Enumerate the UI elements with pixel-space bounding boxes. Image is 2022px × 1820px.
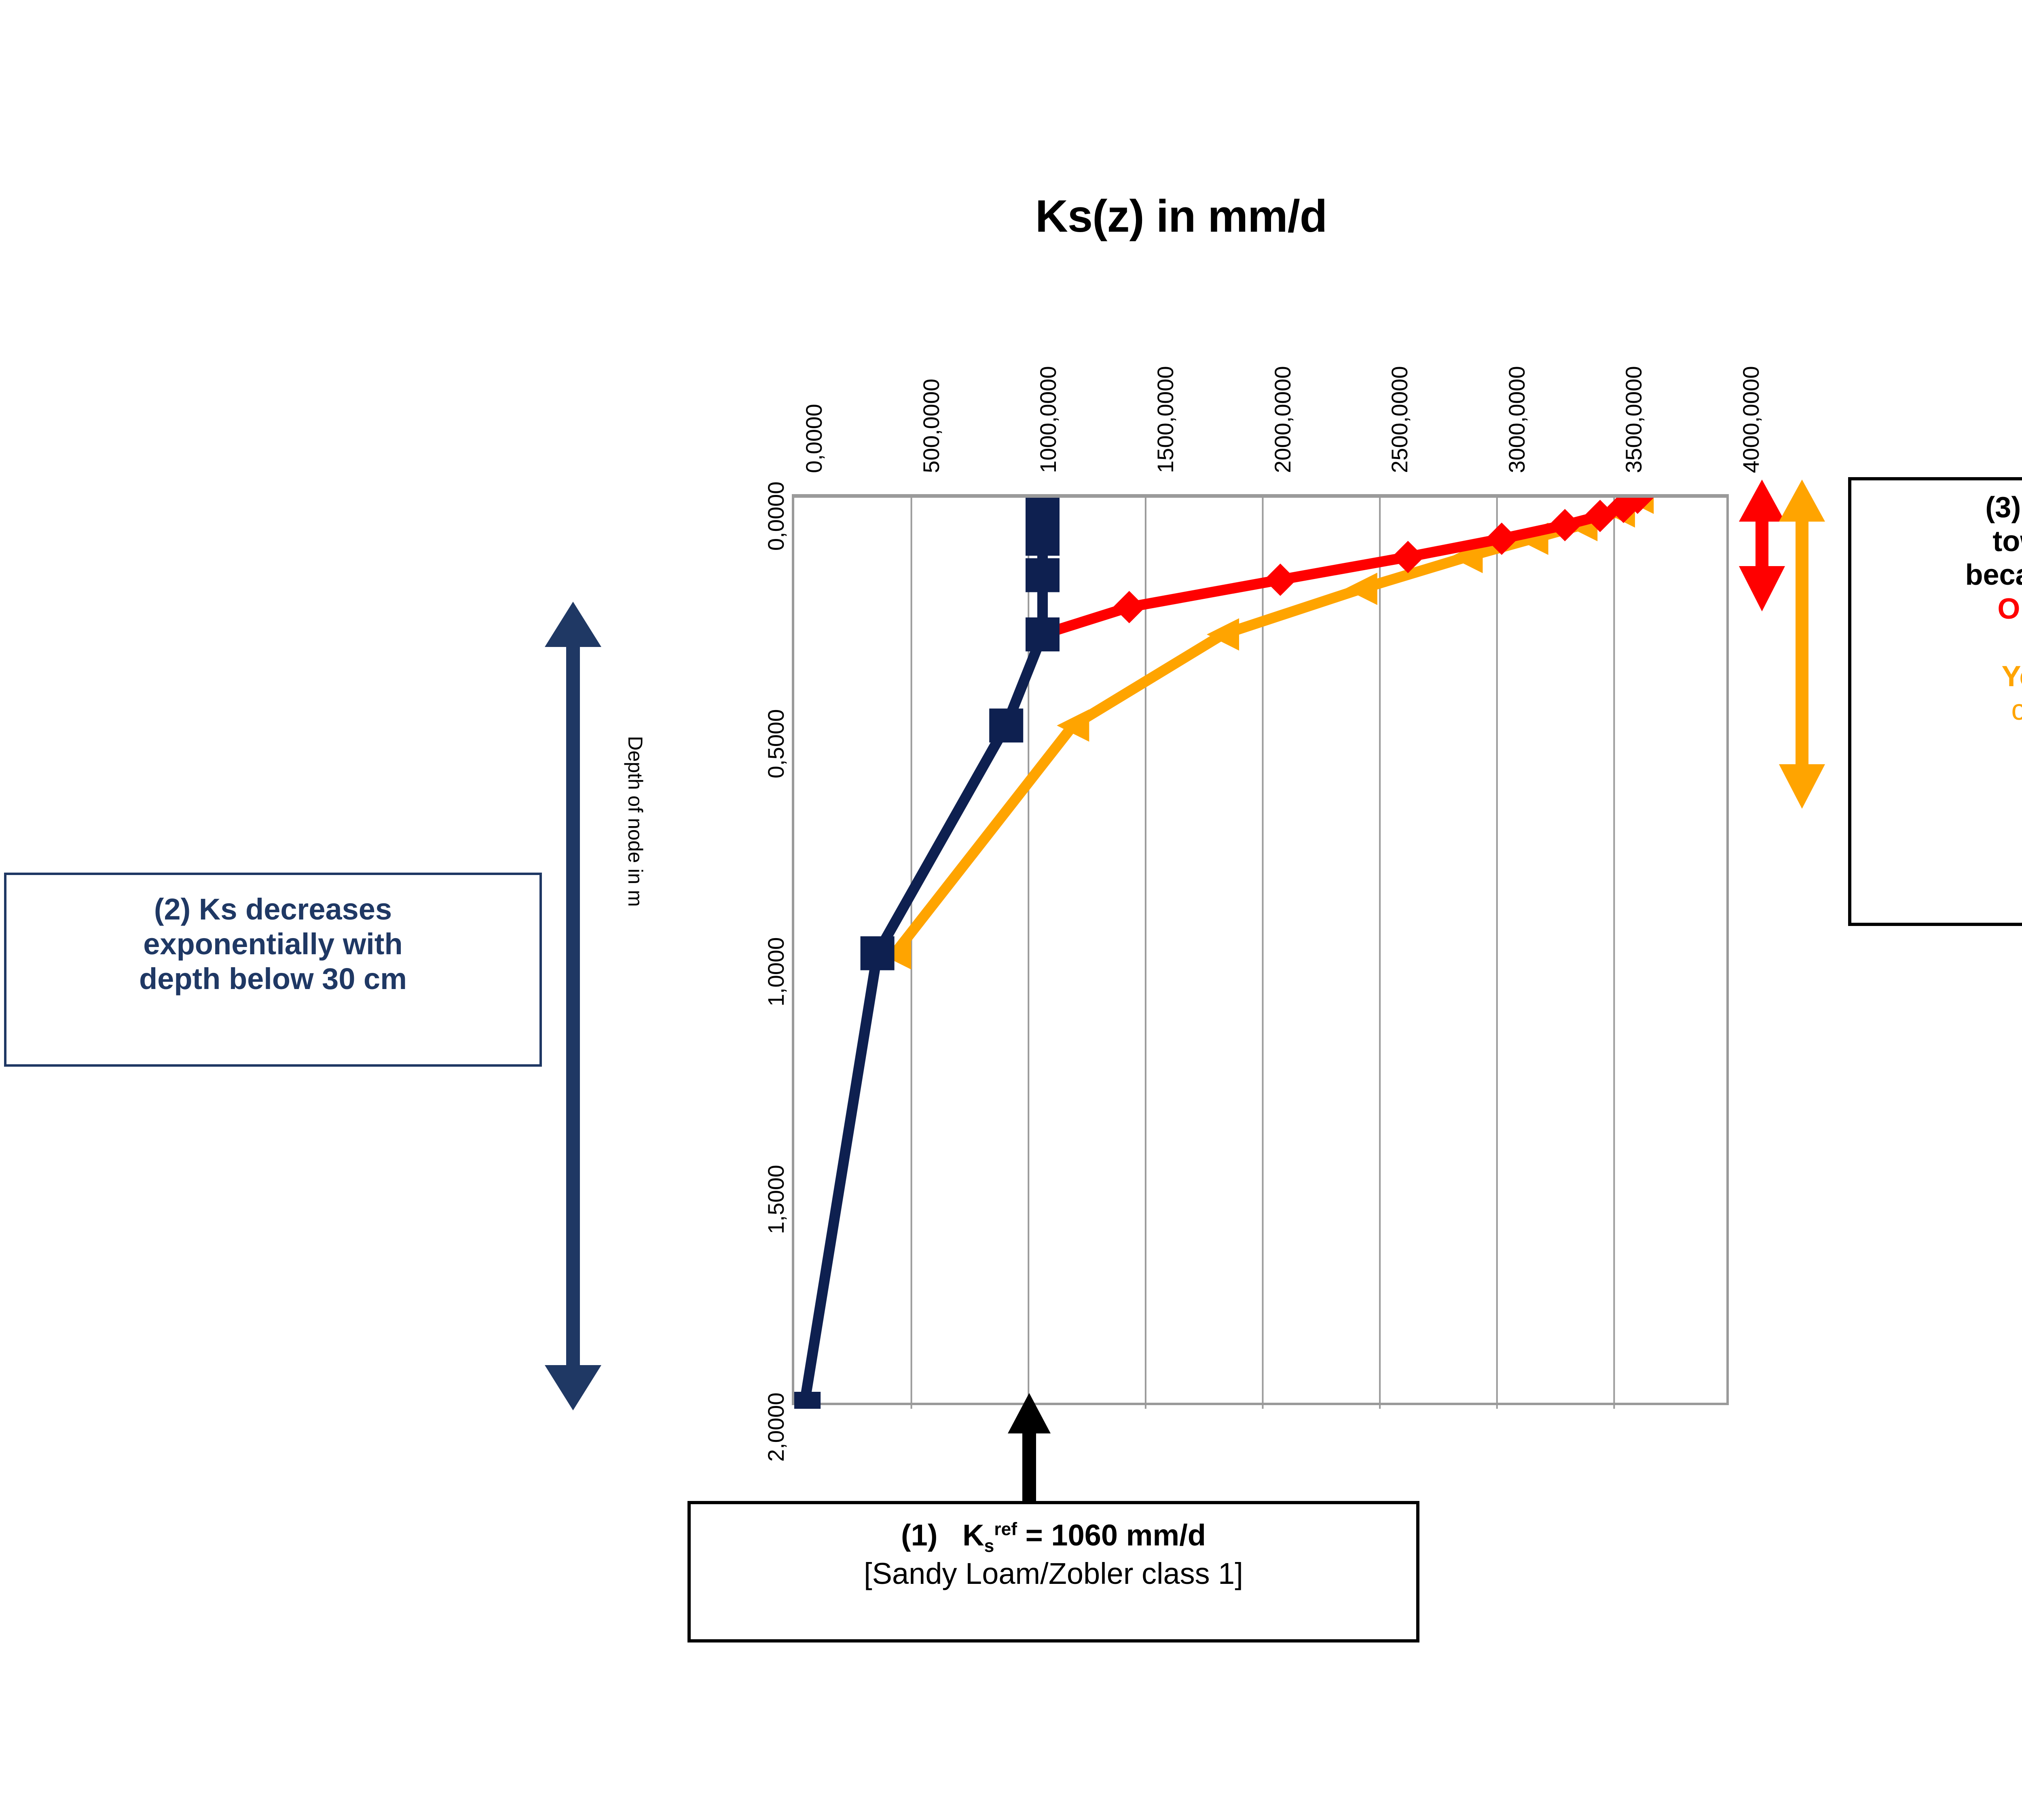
data-point-marker (1026, 558, 1060, 592)
callout-2-line-3: depth below 30 cm (139, 962, 407, 996)
plot-canvas (794, 498, 1654, 1409)
callout-3-grass-label: Orange: grass PFT, (1997, 592, 2022, 625)
y-axis-tick-label: 0,0000 (763, 481, 789, 551)
y-axis-tick-label: 1,0000 (763, 937, 789, 1006)
series-line (798, 498, 1048, 1409)
callout-1-index: (1) (901, 1518, 938, 1552)
ksref-pointer-arrow (1008, 1393, 1051, 1504)
callout-1-line-2: [Sandy Loam/Zobler class 1] (864, 1557, 1243, 1591)
x-axis-tick-label: 0,0000 (801, 404, 827, 473)
data-point-marker (1584, 500, 1616, 533)
x-axis-tick-label: 3000,0000 (1504, 366, 1529, 473)
grass-bioturbation-arrow (1739, 480, 1785, 611)
data-point-marker (989, 708, 1024, 743)
callout-3-forest-label: Yellow: forest PFT, (2001, 660, 2022, 693)
data-point-marker (1264, 563, 1297, 596)
data-point-marker (1548, 509, 1581, 541)
callout-2-line-1: (2) Ks decreases (154, 892, 392, 926)
x-axis-tick-label: 2000,0000 (1269, 366, 1295, 473)
callout-3-bioturbation: (3) Ks also increases towards the surfac… (1848, 477, 2022, 926)
x-axis-tick-label: 1000,0000 (1035, 366, 1061, 473)
x-axis-tick-label: 3500,0000 (1621, 366, 1647, 473)
callout-1-ksref: (1) Ksref = 1060 mm/d [Sandy Loam/Zobler… (687, 1501, 1419, 1642)
plot-area (792, 494, 1729, 1409)
y-axis-tick-label: 1,5000 (763, 1165, 789, 1234)
callout-1-value: = 1060 mm/d (1025, 1518, 1206, 1552)
data-point-marker (1485, 522, 1518, 555)
callout-3-line-1: (3) Ks also increases (1985, 491, 2022, 524)
callout-2-line-2: exponentially with (143, 927, 403, 961)
forest-bioturbation-arrow (1779, 480, 1825, 809)
callout-1-symbol: K (962, 1518, 984, 1552)
callout-1-line-1: (1) Ksref = 1060 mm/d (691, 1518, 1416, 1556)
x-axis-tick-label: 1500,0000 (1152, 366, 1178, 473)
callout-3-line-3: because of bioturbation (1965, 559, 2022, 592)
callout-1-subscript: s (984, 1536, 994, 1556)
data-point-marker (1207, 618, 1239, 651)
x-axis-tick-label: 4000,0000 (1738, 366, 1764, 473)
depth-range-arrow (545, 602, 601, 1410)
chart-title: Ks(z) in mm/d (1035, 191, 1327, 241)
callout-2-ks-decreases: (2) Ks decreases exponentially with dept… (4, 873, 542, 1067)
data-point-marker (1026, 522, 1060, 556)
data-point-marker (1607, 498, 1640, 523)
data-point-marker (1113, 591, 1146, 624)
data-point-marker (879, 937, 912, 970)
y-axis-tick-label: 0,5000 (763, 709, 789, 779)
data-point-marker (1392, 541, 1424, 573)
y-axis-tick-label: 2,0000 (763, 1392, 789, 1462)
data-point-marker (1026, 617, 1060, 651)
data-point-marker (1057, 709, 1089, 742)
data-point-marker (860, 936, 895, 970)
callout-3-grass-param: cj = humcste = 4 (1851, 626, 2022, 660)
x-axis-tick-label: 2500,0000 (1387, 366, 1413, 473)
callout-3-line-2: towards the surface (1992, 525, 2022, 558)
y-axis-title: Depth of node in m (624, 736, 647, 907)
data-point-marker (794, 1392, 821, 1409)
data-point-marker (1345, 573, 1377, 605)
callout-1-superscript: ref (994, 1519, 1017, 1539)
x-axis-tick-label: 500,0000 (918, 378, 944, 473)
callout-3-forest-param: cj = humcste = 0.8 (2011, 694, 2022, 727)
